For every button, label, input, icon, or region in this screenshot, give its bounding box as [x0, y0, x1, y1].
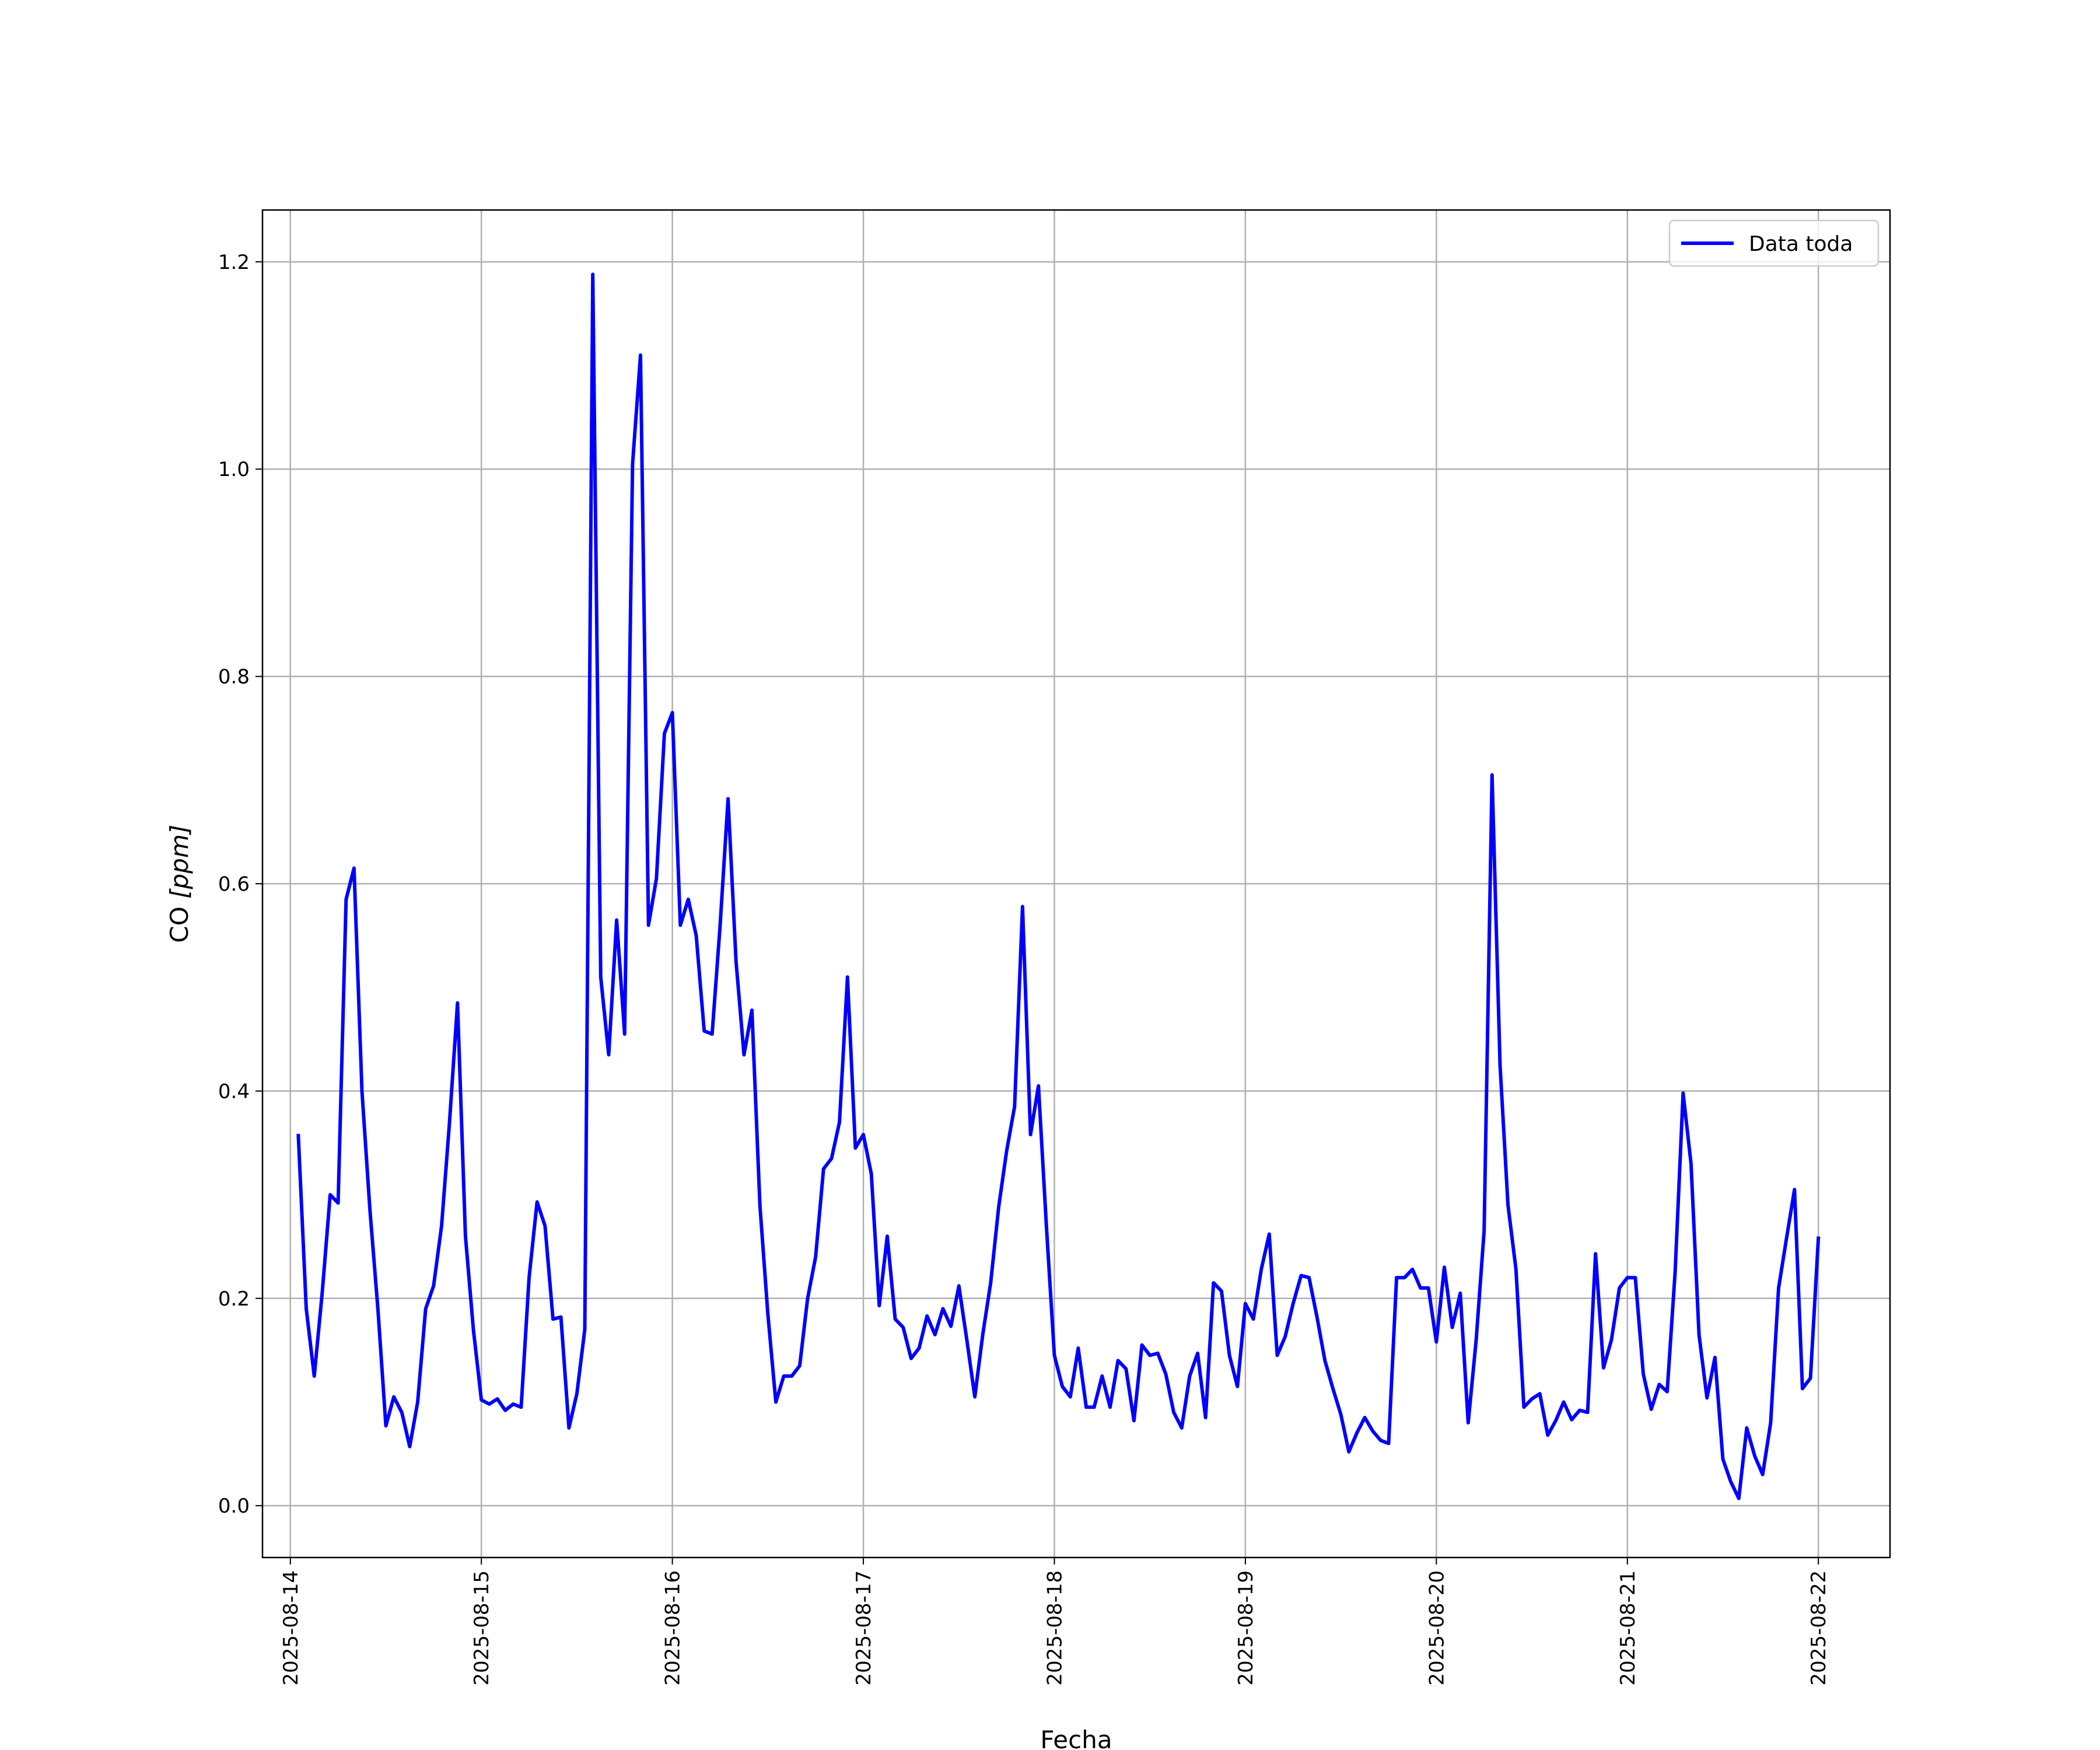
legend-box: [1668, 219, 1880, 267]
y-tick-label: 1.2: [218, 251, 250, 274]
series-line-data-toda: [296, 272, 1821, 1500]
y-axis-title-unit: [ppm]: [165, 825, 194, 899]
axis-ticks: 2025-08-14 2025-08-15 2025-08-16 2025-08-17…: [218, 251, 1831, 1686]
y-tick-label: 0.4: [218, 1080, 250, 1103]
x-axis-title: Fecha: [1040, 1726, 1112, 1750]
x-tick-label: 2025-08-15: [470, 1570, 494, 1686]
y-tick-label: 0.8: [218, 666, 250, 689]
x-tick-label: 2025-08-18: [1043, 1570, 1066, 1686]
y-tick-label: 1.0: [218, 458, 250, 481]
x-tick-label: 2025-08-17: [852, 1570, 876, 1686]
x-tick-label: 2025-08-14: [279, 1570, 303, 1686]
x-tick-label: 2025-08-22: [1807, 1570, 1831, 1686]
legend-label: Data toda: [1749, 232, 1853, 256]
y-axis-title: CO [ppm]: [165, 825, 194, 943]
y-tick-label: 0.2: [218, 1287, 250, 1311]
y-axis-title-main: CO: [165, 899, 194, 943]
x-tick-label: 2025-08-16: [662, 1570, 685, 1686]
x-tick-label: 2025-08-20: [1425, 1570, 1448, 1686]
y-tick-label: 0.6: [218, 873, 250, 896]
x-tick-label: 2025-08-21: [1616, 1570, 1640, 1686]
x-tick-label: 2025-08-19: [1234, 1570, 1258, 1686]
legend: Data toda: [1668, 219, 1880, 267]
series-layer: [296, 272, 1821, 1500]
y-tick-label: 0.0: [218, 1494, 250, 1518]
